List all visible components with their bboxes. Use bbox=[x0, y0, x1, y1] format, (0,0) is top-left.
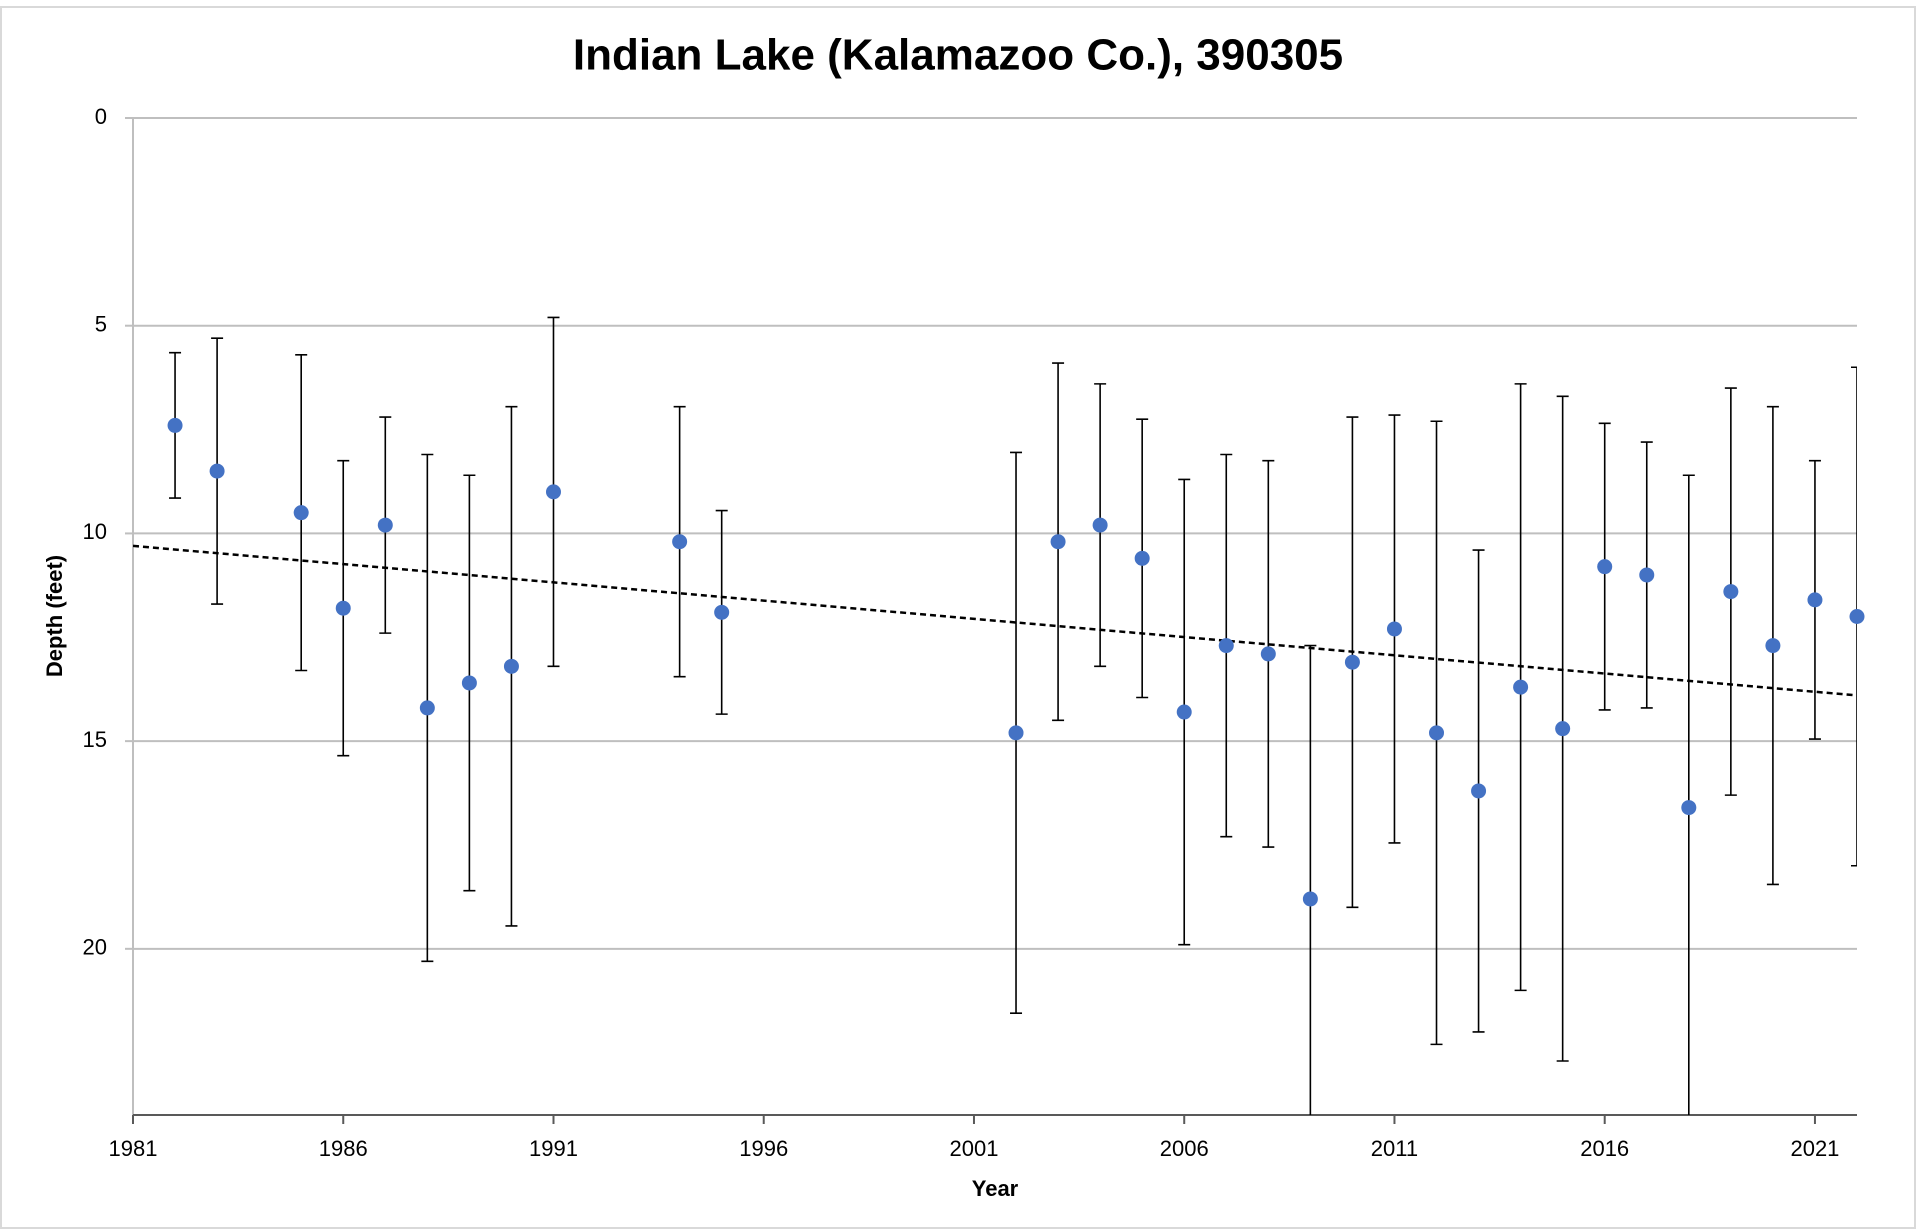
chart-frame bbox=[0, 6, 1916, 1229]
y-tick-label: 10 bbox=[83, 519, 107, 544]
plot-area: 0 5 10 15 20 1981 1986 1991 1996 2001 2006 2011 2016… bbox=[83, 104, 1865, 1161]
data-point bbox=[1134, 550, 1150, 566]
data-point bbox=[377, 517, 393, 533]
data-point bbox=[293, 505, 309, 521]
x-tick-label: 1996 bbox=[739, 1136, 788, 1161]
data-point bbox=[419, 700, 435, 716]
data-point bbox=[1723, 584, 1739, 600]
data-point bbox=[1639, 567, 1655, 583]
data-point bbox=[545, 484, 561, 500]
data-point bbox=[1386, 621, 1402, 637]
data-point bbox=[1513, 679, 1529, 695]
trendline bbox=[133, 544, 1857, 697]
y-tick-label: 15 bbox=[83, 727, 107, 752]
x-tick-label: 1981 bbox=[109, 1136, 158, 1161]
error-bar bbox=[1851, 366, 1857, 867]
x-tick-label: 2001 bbox=[949, 1136, 998, 1161]
x-tick-label: 1986 bbox=[319, 1136, 368, 1161]
y-tick-label: 0 bbox=[95, 104, 107, 129]
x-axis-title: Year bbox=[972, 1176, 1019, 1201]
x-tick-label: 2016 bbox=[1580, 1136, 1629, 1161]
data-point bbox=[1765, 638, 1781, 654]
x-tick-label: 2006 bbox=[1160, 1136, 1209, 1161]
data-point bbox=[672, 534, 688, 550]
data-point bbox=[1597, 559, 1613, 575]
data-point bbox=[1429, 725, 1445, 741]
data-point bbox=[1681, 800, 1697, 816]
data-point bbox=[1302, 891, 1318, 907]
data-point bbox=[503, 658, 519, 674]
y-axis-title: Depth (feet) bbox=[42, 555, 67, 677]
data-point bbox=[335, 600, 351, 616]
x-tick-label: 1991 bbox=[529, 1136, 578, 1161]
y-tick-label: 5 bbox=[95, 312, 107, 337]
y-tick-label: 20 bbox=[83, 935, 107, 960]
data-point bbox=[461, 675, 477, 691]
data-point bbox=[1849, 609, 1865, 624]
data-point bbox=[209, 463, 225, 479]
data-point bbox=[1218, 638, 1234, 654]
data-point bbox=[714, 604, 730, 620]
data-point bbox=[1092, 517, 1108, 533]
data-point bbox=[1555, 721, 1571, 737]
x-tick-label: 2021 bbox=[1790, 1136, 1839, 1161]
x-tick-label: 2011 bbox=[1371, 1136, 1418, 1161]
data-point bbox=[1176, 704, 1192, 720]
data-point bbox=[167, 417, 183, 433]
data-point bbox=[1471, 783, 1487, 799]
data-point bbox=[1008, 725, 1024, 741]
data-point bbox=[1807, 592, 1823, 608]
chart-title: Indian Lake (Kalamazoo Co.), 390305 bbox=[573, 31, 1343, 80]
data-point bbox=[1260, 646, 1276, 662]
data-point bbox=[1344, 654, 1360, 670]
data-point bbox=[1050, 534, 1066, 550]
